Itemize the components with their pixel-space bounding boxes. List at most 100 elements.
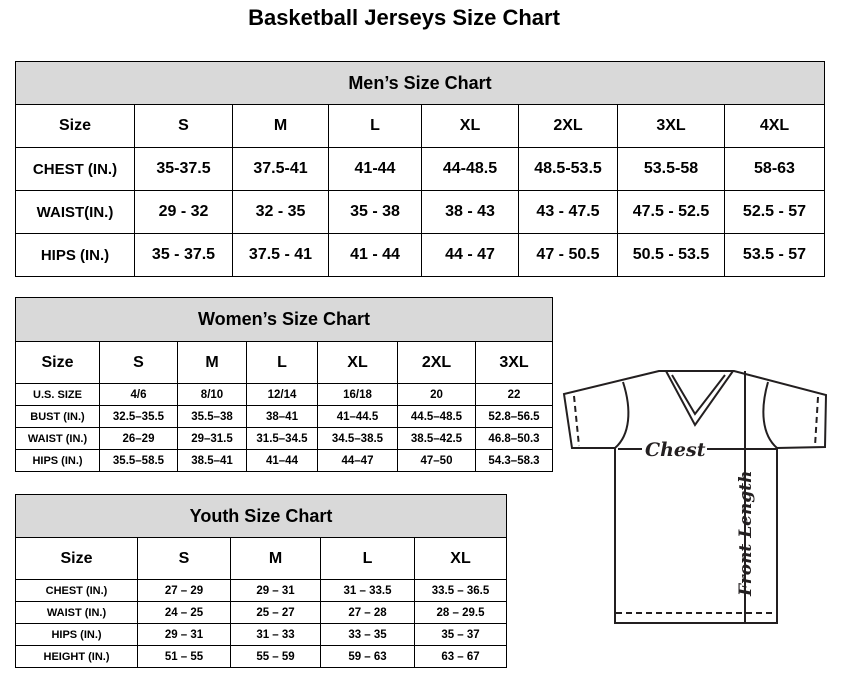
header-cell: L [320,537,415,580]
table-header-row: Size S M L XL [15,537,508,580]
value-cell: 35.5–58.5 [99,449,178,472]
value-cell: 58-63 [724,147,825,191]
value-cell: 24 – 25 [137,601,231,624]
value-cell: 37.5-41 [232,147,329,191]
value-cell: 41–44 [246,449,318,472]
womens-size-table: Women’s Size Chart Size S M L XL 2XL 3XL U.S. … [14,297,554,472]
value-cell: 52.8–56.5 [474,405,554,428]
value-cell: 16/18 [317,383,398,406]
value-cell: 47 - 50.5 [518,233,618,277]
value-cell: 54.3–58.3 [474,449,554,472]
value-cell: 29 – 31 [230,579,321,602]
value-cell: 33 – 35 [320,623,415,646]
page-title: Basketball Jerseys Size Chart [248,5,560,30]
chest-label: Chest [645,439,706,461]
value-cell: 28 – 29.5 [413,601,508,624]
header-cell: Size [15,104,135,148]
value-cell: 32.5–35.5 [99,405,178,428]
value-cell: 12/14 [246,383,318,406]
row-label-cell: WAIST (IN.) [15,427,100,450]
jersey-measurement-diagram: Chest Front Length [562,370,828,624]
header-cell: M [230,537,321,580]
header-cell: XL [317,341,398,384]
row-label-cell: CHEST (IN.) [15,147,135,191]
value-cell: 53.5 - 57 [724,233,825,277]
row-label-cell: U.S. SIZE [15,383,100,406]
value-cell: 53.5-58 [617,147,725,191]
right-sleeve-dashed-line [814,396,819,447]
value-cell: 47.5 - 52.5 [617,190,725,234]
value-cell: 63 – 67 [413,645,508,668]
value-cell: 38.5–42.5 [397,427,476,450]
header-cell: 3XL [474,341,554,384]
row-label-cell: HEIGHT (IN.) [15,645,138,668]
value-cell: 25 – 27 [230,601,321,624]
value-cell: 48.5-53.5 [518,147,618,191]
header-cell: L [246,341,318,384]
header-cell: Size [15,341,100,384]
value-cell: 44-48.5 [421,147,519,191]
value-cell: 52.5 - 57 [724,190,825,234]
value-cell: 59 – 63 [320,645,415,668]
value-cell: 51 – 55 [137,645,231,668]
mens-size-table: Men’s Size Chart Size S M L XL 2XL 3XL 4XL CHES… [15,61,825,277]
table-row: HIPS (IN.) 35 - 37.5 37.5 - 41 41 - 44 44 - … [15,233,825,277]
value-cell: 4/6 [99,383,178,406]
value-cell: 35 - 38 [328,190,422,234]
value-cell: 43 - 47.5 [518,190,618,234]
header-cell: S [99,341,178,384]
table-header-row: Size S M L XL 2XL 3XL [15,341,554,384]
youth-size-table: Youth Size Chart Size S M L XL CHEST (IN.) 27… [14,494,508,668]
header-cell: S [134,104,233,148]
value-cell: 31 – 33.5 [320,579,415,602]
value-cell: 41 - 44 [328,233,422,277]
value-cell: 38 - 43 [421,190,519,234]
value-cell: 27 – 28 [320,601,415,624]
value-cell: 31.5–34.5 [246,427,318,450]
value-cell: 29 - 32 [134,190,233,234]
header-cell: M [177,341,247,384]
value-cell: 20 [397,383,476,406]
value-cell: 44.5–48.5 [397,405,476,428]
table-row: CHEST (IN.) 35-37.5 37.5-41 41-44 44-48.5 48.… [15,147,825,191]
table-header-row: Size S M L XL 2XL 3XL 4XL [15,104,825,148]
table-row: BUST (IN.) 32.5–35.5 35.5–38 38–41 41–44.5 44… [15,405,554,428]
left-armhole [614,381,630,449]
womens-caption: Women’s Size Chart [14,297,554,342]
left-sleeve-dashed-line [573,395,580,447]
table-row: HIPS (IN.) 29 – 31 31 – 33 33 – 35 35 – 37 [15,623,508,646]
table-row: WAIST (IN.) 24 – 25 25 – 27 27 – 28 28 – 29.… [15,601,508,624]
header-cell: XL [413,537,508,580]
header-cell: L [328,104,422,148]
right-armhole [762,381,778,449]
value-cell: 50.5 - 53.5 [617,233,725,277]
value-cell: 55 – 59 [230,645,321,668]
value-cell: 44–47 [317,449,398,472]
value-cell: 8/10 [177,383,247,406]
value-cell: 41–44.5 [317,405,398,428]
value-cell: 29 – 31 [137,623,231,646]
header-cell: Size [15,537,138,580]
value-cell: 27 – 29 [137,579,231,602]
header-cell: M [232,104,329,148]
value-cell: 33.5 – 36.5 [413,579,508,602]
row-label-cell: WAIST (IN.) [15,601,138,624]
value-cell: 37.5 - 41 [232,233,329,277]
row-label-cell: WAIST(IN.) [15,190,135,234]
v-neck-inner [671,374,726,416]
value-cell: 31 – 33 [230,623,321,646]
row-label-cell: HIPS (IN.) [15,449,100,472]
value-cell: 34.5–38.5 [317,427,398,450]
row-label-cell: HIPS (IN.) [15,623,138,646]
value-cell: 46.8–50.3 [474,427,554,450]
value-cell: 35 - 37.5 [134,233,233,277]
value-cell: 29–31.5 [177,427,247,450]
front-length-label: Front Length [736,471,756,597]
value-cell: 35 – 37 [413,623,508,646]
value-cell: 41-44 [328,147,422,191]
value-cell: 26–29 [99,427,178,450]
header-cell: 2XL [397,341,476,384]
v-neck-outer [665,370,734,427]
youth-caption: Youth Size Chart [14,494,508,538]
value-cell: 22 [474,383,554,406]
